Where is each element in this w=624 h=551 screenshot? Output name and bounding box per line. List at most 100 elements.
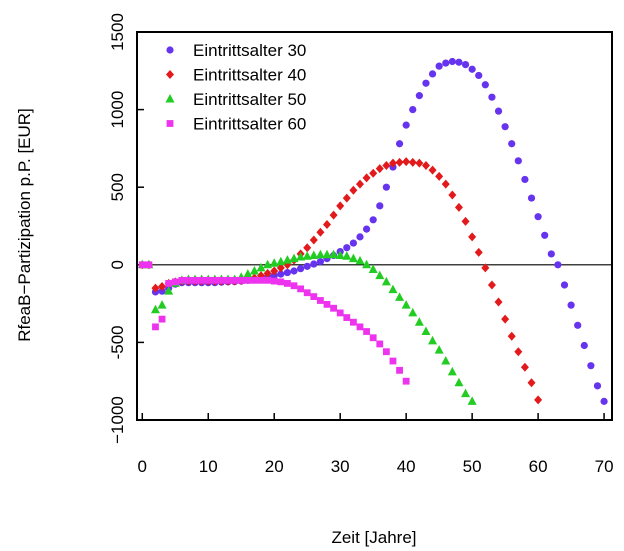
point <box>574 321 582 329</box>
point <box>218 276 225 284</box>
point <box>362 173 371 183</box>
point <box>441 356 451 365</box>
point <box>277 278 285 286</box>
point <box>151 283 160 293</box>
legend-label: Eintrittsalter 60 <box>193 115 306 134</box>
point <box>356 233 364 241</box>
point <box>171 278 179 286</box>
point <box>336 201 345 211</box>
point <box>257 276 265 284</box>
point <box>474 247 483 257</box>
point <box>514 157 522 165</box>
point <box>468 232 477 242</box>
point <box>408 157 417 167</box>
y-tick-label: −1000 <box>108 396 127 444</box>
point <box>251 276 258 284</box>
point <box>388 284 398 294</box>
point <box>270 266 279 276</box>
point <box>138 261 146 269</box>
point <box>303 243 312 253</box>
legend-label: Eintrittsalter 30 <box>193 41 306 60</box>
point <box>198 276 206 284</box>
point <box>441 179 450 189</box>
point <box>362 225 371 233</box>
point <box>368 264 378 273</box>
point <box>488 93 496 101</box>
point <box>349 318 357 326</box>
point <box>165 280 173 287</box>
x-tick-label: 30 <box>331 457 350 476</box>
point <box>421 326 431 336</box>
point <box>150 304 160 314</box>
point <box>434 345 444 354</box>
point <box>336 309 344 317</box>
point <box>375 164 384 174</box>
point <box>164 286 174 295</box>
point <box>297 265 305 273</box>
point <box>375 270 385 280</box>
point <box>264 276 272 284</box>
legend-marker <box>165 94 175 103</box>
point <box>514 347 523 357</box>
point <box>356 323 364 331</box>
point <box>329 210 338 220</box>
point <box>520 362 529 372</box>
point <box>376 202 384 210</box>
point <box>317 297 324 304</box>
point <box>501 123 509 131</box>
point <box>263 268 272 278</box>
point <box>447 366 457 376</box>
point <box>435 62 443 70</box>
point <box>388 158 397 168</box>
point <box>277 270 285 278</box>
point <box>158 282 167 292</box>
point <box>402 377 410 385</box>
point <box>467 396 477 405</box>
legend-label: Eintrittsalter 40 <box>193 66 306 85</box>
point <box>593 382 602 390</box>
point <box>507 331 516 341</box>
point <box>428 165 437 175</box>
point <box>330 304 337 312</box>
point <box>309 235 318 245</box>
point <box>270 277 278 285</box>
point <box>369 216 377 224</box>
point <box>455 58 463 66</box>
point <box>382 183 390 191</box>
point <box>303 289 311 297</box>
point <box>297 285 305 293</box>
x-tick-label: 50 <box>463 457 482 476</box>
point <box>335 250 345 259</box>
point <box>475 71 483 80</box>
point <box>487 280 496 290</box>
point <box>494 107 503 115</box>
y-tick-label: 1500 <box>108 13 127 51</box>
point <box>348 253 358 263</box>
point <box>461 388 471 398</box>
point <box>415 158 424 168</box>
point <box>244 276 252 284</box>
point <box>355 255 365 265</box>
point <box>454 377 464 387</box>
point <box>567 301 575 309</box>
point <box>481 263 490 273</box>
point <box>282 255 292 264</box>
point <box>362 259 372 269</box>
legend-marker <box>166 46 174 54</box>
point <box>415 92 423 100</box>
x-axis-label: Zeit [Jahre] <box>331 528 416 547</box>
point <box>408 307 418 317</box>
y-tick-label: 0 <box>108 260 127 269</box>
point <box>276 256 286 266</box>
point <box>349 185 358 195</box>
point <box>421 160 430 170</box>
point <box>323 219 331 229</box>
point <box>315 249 325 259</box>
point <box>409 106 417 114</box>
point <box>355 179 364 189</box>
point <box>442 59 450 67</box>
point <box>283 268 292 277</box>
point <box>191 276 199 284</box>
point <box>369 334 377 342</box>
